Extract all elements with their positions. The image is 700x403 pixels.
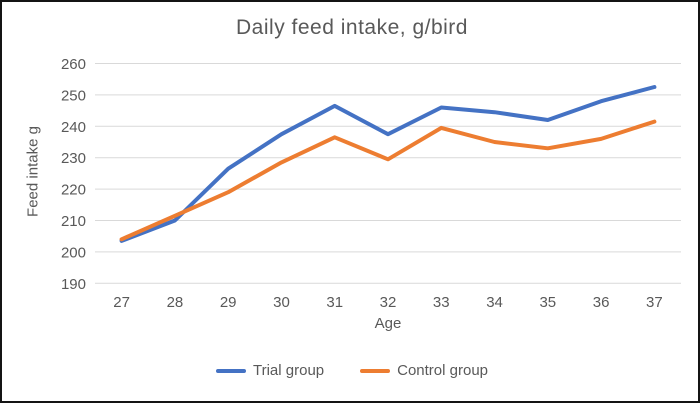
y-tick-label: 220 <box>61 182 86 199</box>
x-tick-label: 32 <box>380 294 397 311</box>
x-tick-label: 35 <box>539 294 556 311</box>
y-tick-label: 200 <box>61 244 86 261</box>
legend-item-trial: Trial group <box>215 362 325 379</box>
y-tick-label: 210 <box>61 213 86 230</box>
y-tick-label: 190 <box>61 276 86 293</box>
x-tick-label: 30 <box>273 294 290 311</box>
legend-label-control: Control group <box>397 362 489 379</box>
y-tick-label: 230 <box>61 150 86 167</box>
y-tick-label: 260 <box>61 56 86 73</box>
legend-item-control: Control group <box>360 362 488 379</box>
x-tick-label: 36 <box>593 294 610 311</box>
plot-area: 260 250 240 230 220 210 200 190 27 28 29 30 31 32 33 34… <box>61 56 681 311</box>
y-axis-title: Feed intake g <box>24 126 42 217</box>
trial-line-swatch-icon <box>215 368 246 373</box>
control-group-line <box>119 119 657 242</box>
trial-group-line <box>119 85 657 243</box>
x-tick-label: 29 <box>220 294 237 311</box>
x-tick-label: 27 <box>113 294 130 311</box>
y-tick-label: 250 <box>61 87 86 104</box>
chart-title: Daily feed intake, g/bird <box>236 16 468 39</box>
y-tick-label: 240 <box>61 119 86 136</box>
x-tick-label: 28 <box>167 294 184 311</box>
legend-label-trial: Trial group <box>252 362 325 379</box>
legend: Trial group Control group <box>2 362 698 379</box>
x-tick-label: 33 <box>433 294 450 311</box>
control-line-swatch-icon <box>360 368 391 373</box>
x-axis-title: Age <box>374 315 402 332</box>
x-tick-label: 37 <box>646 294 663 311</box>
x-tick-label: 31 <box>326 294 343 311</box>
x-tick-label: 34 <box>486 294 503 311</box>
